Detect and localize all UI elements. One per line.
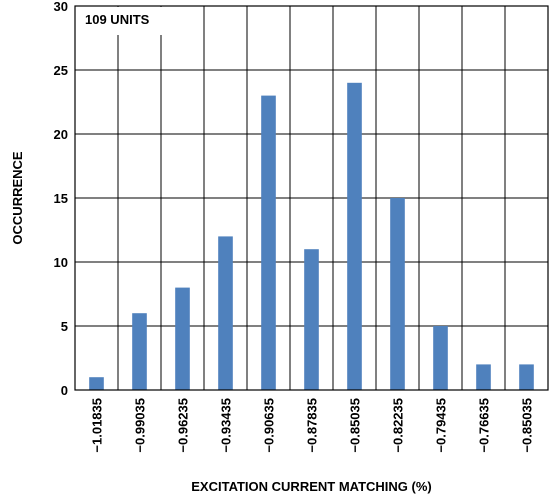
bar (218, 236, 233, 390)
x-tick-label: −0.79435 (434, 398, 449, 453)
x-tick-label: −0.99035 (133, 398, 148, 453)
bar (476, 364, 491, 390)
y-tick-label: 15 (54, 191, 68, 206)
x-axis-title: EXCITATION CURRENT MATCHING (%) (191, 479, 431, 494)
bar (261, 95, 276, 390)
bar (347, 82, 362, 391)
grid-lines (75, 5, 548, 391)
y-tick-label: 5 (61, 319, 68, 334)
x-tick-labels: −1.01835 −0.99035 −0.96235 −0.93435 −0.90635… (90, 398, 535, 453)
bar (304, 249, 319, 390)
y-tick-label: 10 (54, 255, 68, 270)
x-tick-label: −0.76635 (477, 398, 492, 453)
y-tick-label: 30 (54, 0, 68, 14)
x-tick-label: −0.96235 (176, 398, 191, 453)
bar (132, 313, 147, 390)
bar (519, 364, 534, 390)
x-tick-label: −0.85035 (520, 398, 535, 453)
bar (175, 287, 190, 390)
x-tick-label: −0.82235 (391, 398, 406, 453)
y-tick-labels: 0 5 10 15 20 25 30 (54, 0, 68, 398)
y-tick-label: 20 (54, 127, 68, 142)
x-tick-label: −1.01835 (90, 398, 105, 453)
annotation-background (76, 7, 170, 35)
units-annotation: 109 UNITS (85, 12, 150, 27)
bar (433, 326, 448, 390)
bars (89, 82, 534, 391)
x-tick-label: −0.93435 (219, 398, 234, 453)
x-tick-label: −0.87835 (305, 398, 320, 453)
plot-frame (74, 5, 549, 391)
x-tick-label: −0.85035 (348, 398, 363, 453)
bar (390, 198, 405, 390)
bar (89, 377, 104, 390)
y-tick-label: 25 (54, 63, 68, 78)
y-axis-title: OCCURRENCE (10, 151, 25, 245)
x-tick-label: −0.90635 (262, 398, 277, 453)
y-tick-label: 0 (61, 383, 68, 398)
